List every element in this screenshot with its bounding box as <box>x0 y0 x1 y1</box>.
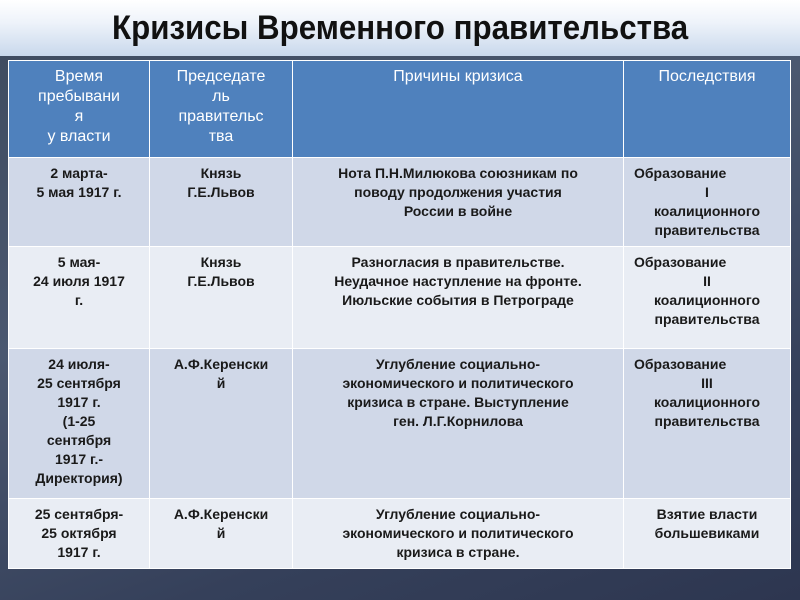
table-row: 2 марта- 5 мая 1917 г. Князь Г.Е.Львов Н… <box>8 157 791 247</box>
consequences-rest: II коалиционного правительства <box>653 273 761 327</box>
chairman-cell: Князь Г.Е.Львов <box>149 157 293 247</box>
crises-table: Время пребывани я у власти Председате ль… <box>8 60 791 569</box>
table-row: 24 июля- 25 сентября 1917 г. (1-25 сентя… <box>8 348 791 499</box>
period-cell: 2 марта- 5 мая 1917 г. <box>8 157 150 247</box>
header-chairman: Председате ль правительс тва <box>149 60 293 158</box>
table-row: 25 сентября- 25 октября 1917 г. А.Ф.Кере… <box>8 498 791 569</box>
consequences-cell: Образование III коалиционного правительст… <box>623 348 791 499</box>
consequences-rest: I коалиционного правительства <box>653 184 761 238</box>
causes-cell: Углубление социально- экономического и п… <box>292 348 624 499</box>
consequences-cell: Взятие власти большевиками <box>623 498 791 569</box>
consequences-rest: Взятие власти большевиками <box>654 506 760 541</box>
header-causes: Причины кризиса <box>292 60 624 158</box>
title-bar: Кризисы Временного правительства <box>0 0 800 56</box>
header-row: Время пребывани я у власти Председате ль… <box>8 60 791 158</box>
consequences-cell: Образование II коалиционного правительств… <box>623 246 791 349</box>
consequences-first-line: Образование <box>634 165 727 181</box>
period-cell: 24 июля- 25 сентября 1917 г. (1-25 сентя… <box>8 348 150 499</box>
period-cell: 5 мая- 24 июля 1917 г. <box>8 246 150 349</box>
header-consequences: Последствия <box>623 60 791 158</box>
causes-cell: Разногласия в правительстве. Неудачное н… <box>292 246 624 349</box>
chairman-cell: Князь Г.Е.Львов <box>149 246 293 349</box>
period-cell: 25 сентября- 25 октября 1917 г. <box>8 498 150 569</box>
table-row: 5 мая- 24 июля 1917 г. Князь Г.Е.Львов Р… <box>8 246 791 349</box>
causes-cell: Нота П.Н.Милюкова союзникам по поводу пр… <box>292 157 624 247</box>
slide-title: Кризисы Временного правительства <box>111 8 689 47</box>
chairman-cell: А.Ф.Керенски й <box>149 498 293 569</box>
causes-cell: Углубление социально- экономического и п… <box>292 498 624 569</box>
consequences-first-line: Образование <box>634 254 727 270</box>
chairman-cell: А.Ф.Керенски й <box>149 348 293 499</box>
consequences-first-line: Образование <box>634 356 727 372</box>
consequences-rest: III коалиционного правительства <box>653 375 761 429</box>
consequences-cell: Образование I коалиционного правительства <box>623 157 791 247</box>
header-period: Время пребывани я у власти <box>8 60 150 158</box>
